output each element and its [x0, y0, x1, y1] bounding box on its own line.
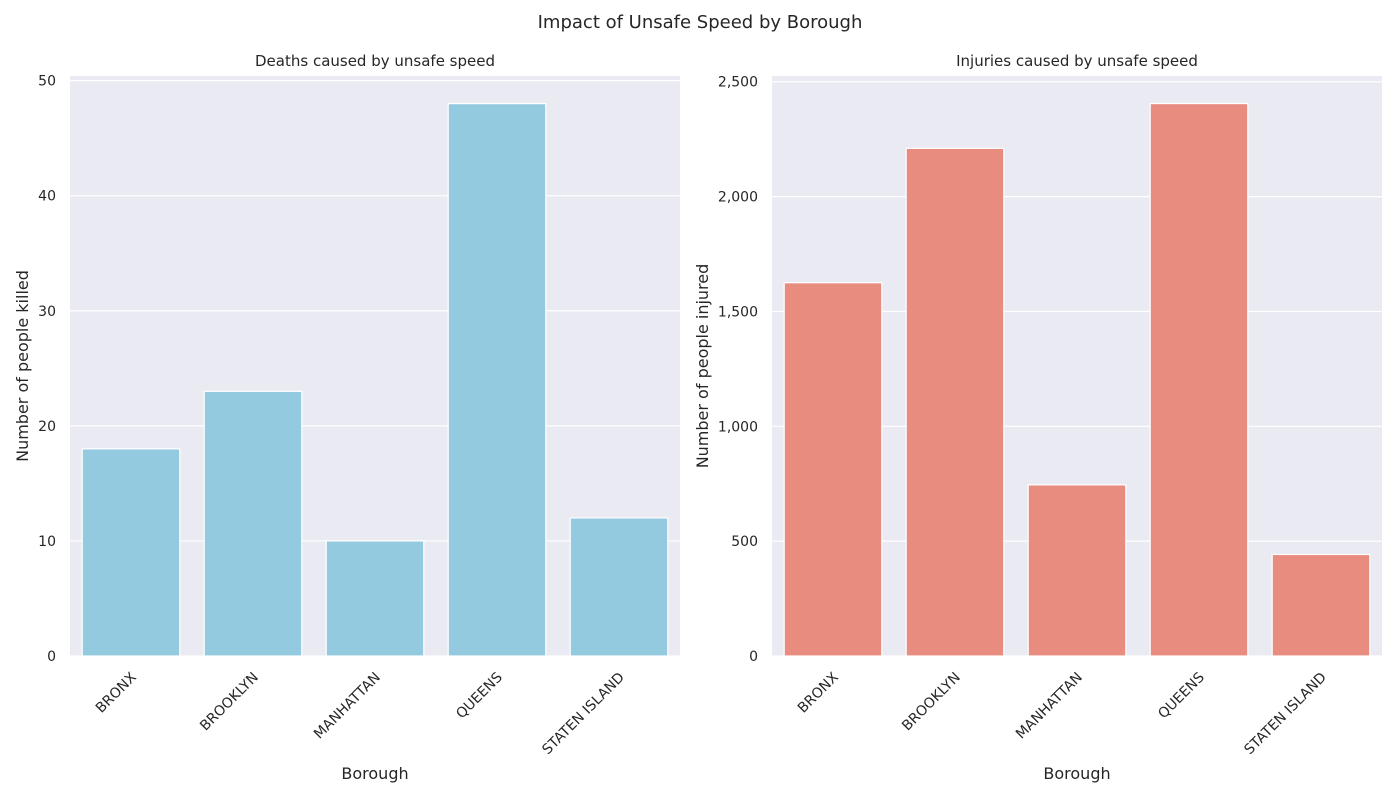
bar-queens — [447, 103, 547, 657]
subplot-title: Deaths caused by unsafe speed — [255, 52, 495, 70]
y-tick-label: 30 — [38, 304, 56, 320]
y-tick-label: 2,500 — [718, 75, 758, 91]
x-axis-title: Borough — [1043, 764, 1110, 783]
y-tick-label: 0 — [47, 649, 56, 665]
y-tick-label: 500 — [731, 534, 758, 550]
y-tick-label: 50 — [38, 74, 56, 90]
subplot-1: 0 10 20 30 40 50 BRONX BROOKLYN MANHATTAN QUEENS S… — [13, 52, 680, 783]
bar-queens — [1149, 102, 1249, 657]
bar-bronx — [783, 282, 883, 657]
bar-staten-island — [1271, 553, 1371, 657]
y-tick-label: 40 — [38, 189, 56, 205]
x-tick-label: STATEN ISLAND — [1241, 670, 1329, 758]
bar-manhattan — [325, 540, 425, 657]
y-axis-title: Number of people killed — [13, 270, 32, 462]
y-axis-title: Number of people injured — [693, 264, 712, 469]
subplot-title: Injuries caused by unsafe speed — [956, 52, 1198, 70]
x-tick-label: MANHATTAN — [1013, 670, 1086, 743]
x-tick-label: QUEENS — [453, 669, 506, 722]
x-tick-label: BROOKLYN — [197, 670, 262, 735]
x-tick-label: QUEENS — [1155, 669, 1208, 722]
y-tick-label: 2,000 — [718, 190, 758, 206]
subplot-2: 0 500 1,000 1,500 2,000 2,500 BRONX BROOKLYN MAN… — [693, 52, 1382, 783]
y-tick-label: 10 — [38, 534, 56, 550]
bar-brooklyn — [905, 147, 1005, 657]
x-axis-title: Borough — [341, 764, 408, 783]
x-tick-label: STATEN ISLAND — [539, 670, 627, 758]
y-tick-label: 1,500 — [718, 304, 758, 320]
x-tick-label: BRONX — [93, 669, 140, 716]
bar-bronx — [81, 448, 181, 657]
bar-manhattan — [1027, 484, 1127, 657]
figure-title: Impact of Unsafe Speed by Borough — [537, 12, 863, 33]
x-tick-label: BRONX — [795, 669, 842, 716]
y-tick-label: 0 — [749, 649, 758, 665]
bar-brooklyn — [203, 390, 303, 657]
y-tick-label: 20 — [38, 419, 56, 435]
bar-staten-island — [569, 517, 669, 657]
y-tick-label: 1,000 — [718, 419, 758, 435]
x-tick-label: BROOKLYN — [899, 670, 964, 735]
x-tick-label: MANHATTAN — [311, 670, 384, 743]
